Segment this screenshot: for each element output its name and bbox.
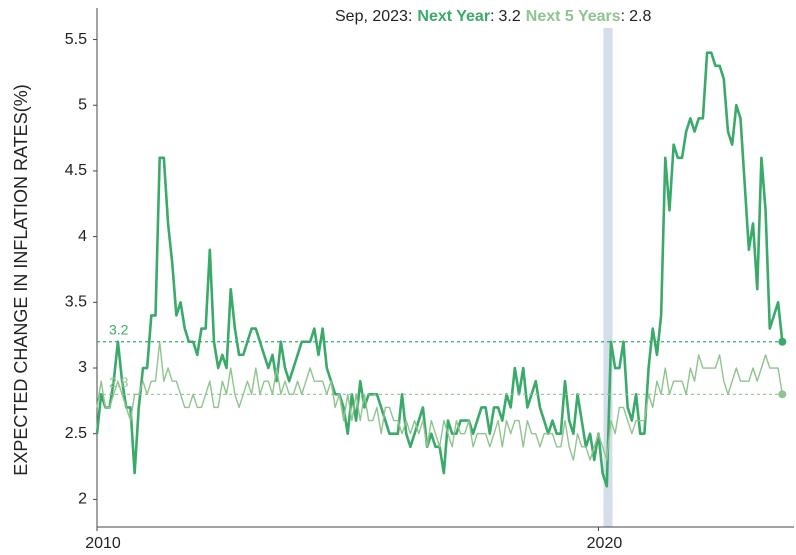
y-tick-label: 5.5 xyxy=(65,31,87,48)
hover-value: 3.2 xyxy=(499,8,521,25)
hover-separator: : xyxy=(490,8,494,25)
y-axis-title: EXPECTED CHANGE IN INFLATION RATES(%) xyxy=(11,84,31,475)
series-line xyxy=(96,341,784,461)
end-point xyxy=(778,390,787,399)
y-tick-label: 3.5 xyxy=(65,294,87,311)
y-tick-label: 4.5 xyxy=(65,162,87,179)
reference-label: 3.2 xyxy=(109,321,129,337)
recession-band xyxy=(603,28,613,527)
legend-entry: Next 5 Years xyxy=(526,8,621,25)
x-tick-label: 2010 xyxy=(85,535,121,552)
y-tick-label: 5 xyxy=(78,96,87,113)
y-tick-label: 2 xyxy=(78,491,87,508)
reference-label: 2.8 xyxy=(109,374,129,390)
y-tick-label: 4 xyxy=(78,228,87,245)
x-tick-label: 2020 xyxy=(587,535,623,552)
y-tick-label: 3 xyxy=(78,359,87,376)
y-tick-label: 2.5 xyxy=(65,425,87,442)
hover-title: Sep, 2023: xyxy=(335,8,412,25)
legend-entry: Next Year xyxy=(417,8,490,25)
end-point xyxy=(778,337,787,346)
hover-value: 2.8 xyxy=(629,8,651,25)
hover-readout: Sep, 2023: Next Year: 3.2 Next 5 Years: 2.8 xyxy=(335,8,651,25)
hover-separator: : xyxy=(621,8,625,25)
series-line xyxy=(95,51,784,488)
